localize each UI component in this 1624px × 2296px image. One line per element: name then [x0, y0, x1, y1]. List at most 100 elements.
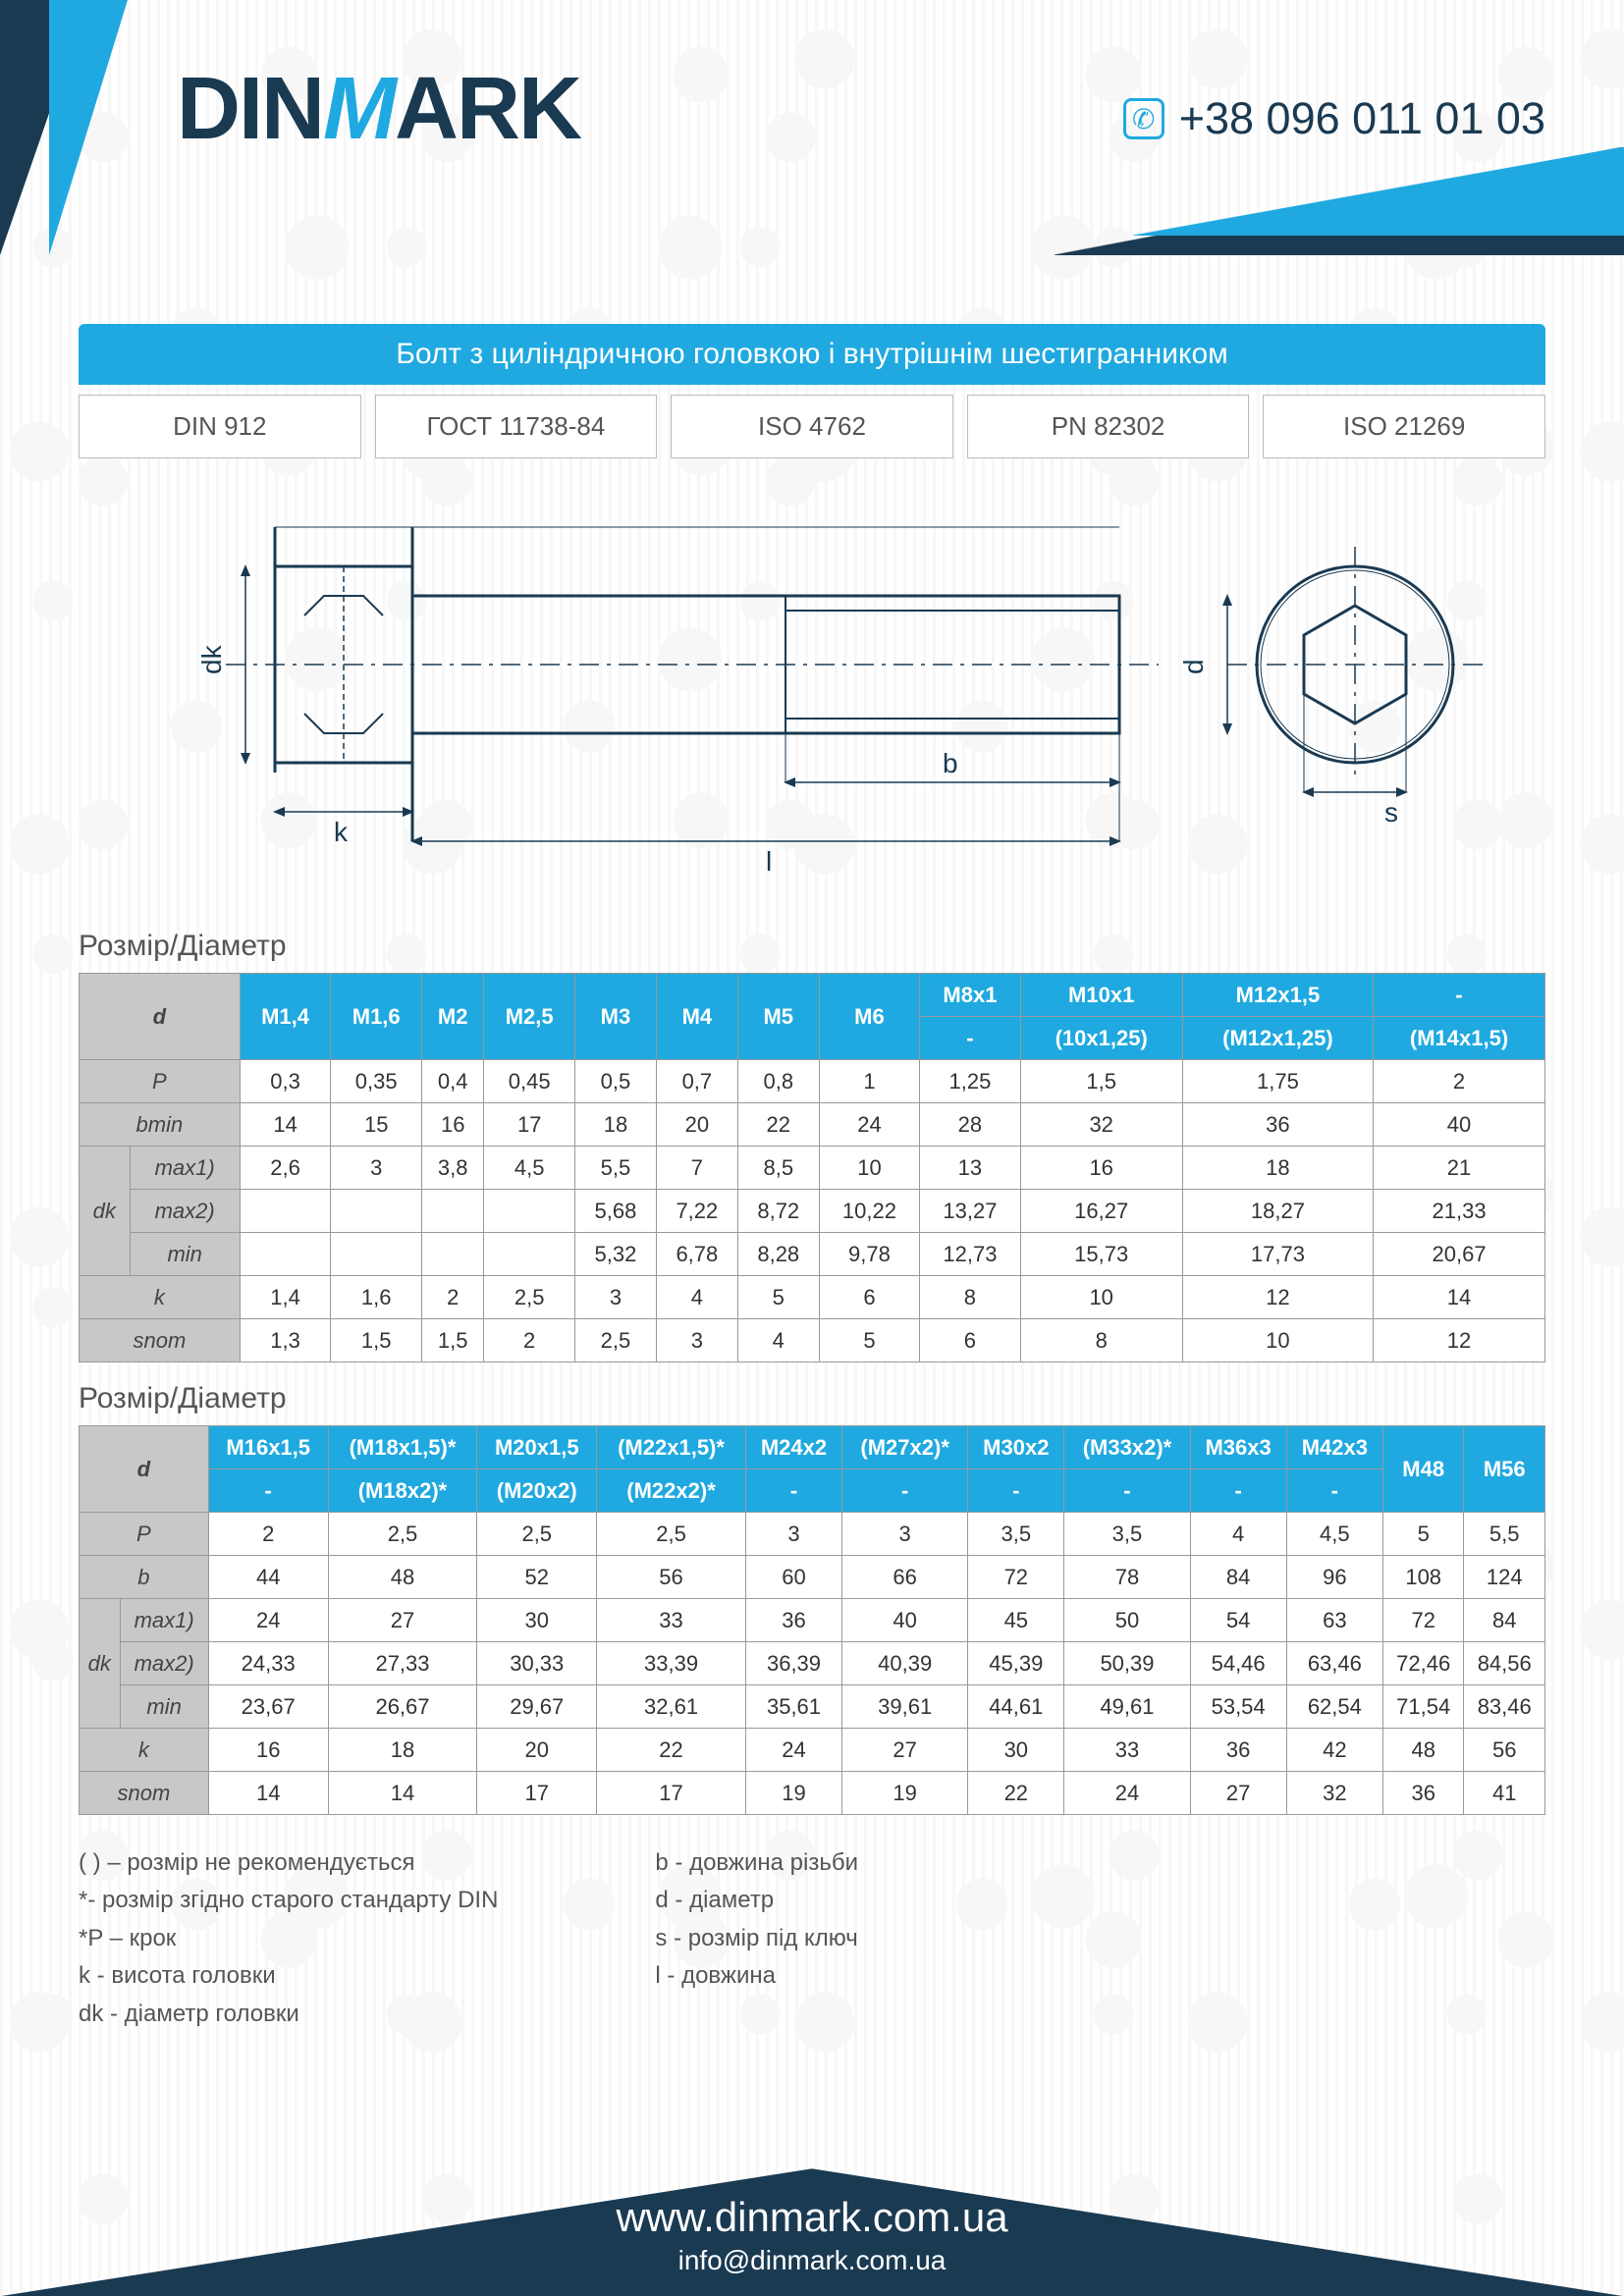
cell: 2 [422, 1276, 484, 1319]
phone-number: +38 096 011 01 03 [1179, 93, 1545, 144]
row-label: k [80, 1729, 209, 1772]
bolt-diagram-svg: dk k l b d s [79, 488, 1545, 900]
spec-table-2: dM16x1,5(M18x1,5)*M20x1,5(M22x1,5)*M24x2… [79, 1425, 1545, 1815]
cell: 72,46 [1382, 1642, 1463, 1685]
cell: 60 [745, 1556, 841, 1599]
cell: 13 [920, 1147, 1020, 1190]
cell: 48 [328, 1556, 477, 1599]
cell [240, 1190, 331, 1233]
cell: 1 [819, 1060, 919, 1103]
col-header: M56 [1464, 1426, 1545, 1513]
cell: 30 [968, 1729, 1064, 1772]
cell: 4 [737, 1319, 819, 1362]
cell: 0,3 [240, 1060, 331, 1103]
legend-line: *P – крок [79, 1920, 498, 1957]
cell: 56 [1464, 1729, 1545, 1772]
dim-l: l [766, 846, 772, 877]
cell: 3,8 [422, 1147, 484, 1190]
cell: 1,5 [422, 1319, 484, 1362]
cell: 42 [1286, 1729, 1382, 1772]
cell: 5 [1382, 1513, 1463, 1556]
cell: 2,5 [597, 1513, 746, 1556]
cell: 84,56 [1464, 1642, 1545, 1685]
cell: 6 [920, 1319, 1020, 1362]
legend-line: l - довжина [655, 1957, 858, 1995]
col-header: (M22x1,5)* [597, 1426, 746, 1469]
header: DINMARK ✆ +38 096 011 01 03 [0, 0, 1624, 255]
cell: 2,5 [575, 1319, 657, 1362]
cell: 36 [1382, 1772, 1463, 1815]
cell: 22 [737, 1103, 819, 1147]
col-header-sub: - [745, 1469, 841, 1513]
col-header-sub: (M14x1,5) [1374, 1017, 1545, 1060]
col-header: (M18x1,5)* [328, 1426, 477, 1469]
header-right-triangle-blue [1133, 147, 1624, 236]
cell: 1,6 [331, 1276, 422, 1319]
cell: 20 [477, 1729, 597, 1772]
col-header: M6 [819, 974, 919, 1060]
cell: 32,61 [597, 1685, 746, 1729]
row-label: P [80, 1513, 209, 1556]
cell: 19 [842, 1772, 968, 1815]
cell: 40,39 [842, 1642, 968, 1685]
cell: 14 [208, 1772, 328, 1815]
cell: 2 [1374, 1060, 1545, 1103]
cell: 1,4 [240, 1276, 331, 1319]
cell: 52 [477, 1556, 597, 1599]
cell: 44,61 [968, 1685, 1064, 1729]
cell: 45 [968, 1599, 1064, 1642]
row-label: k [80, 1276, 241, 1319]
cell: 32 [1286, 1772, 1382, 1815]
cell: 3,5 [1064, 1513, 1190, 1556]
col-header: M10x1 [1020, 974, 1182, 1017]
cell: 0,8 [737, 1060, 819, 1103]
cell: 16 [422, 1103, 484, 1147]
cell: 96 [1286, 1556, 1382, 1599]
standard-box: ISO 4762 [671, 395, 953, 458]
cell: 8,5 [737, 1147, 819, 1190]
cell: 50,39 [1064, 1642, 1190, 1685]
legend-line: dk - діаметр головки [79, 1996, 498, 2033]
cell: 5 [819, 1319, 919, 1362]
cell: 24 [745, 1729, 841, 1772]
cell [422, 1233, 484, 1276]
product-title: Болт з циліндричною головкою і внутрішні… [79, 324, 1545, 385]
cell: 1,5 [1020, 1060, 1182, 1103]
cell: 54,46 [1190, 1642, 1286, 1685]
cell: 28 [920, 1103, 1020, 1147]
cell [240, 1233, 331, 1276]
cell: 32 [1020, 1103, 1182, 1147]
cell: 36,39 [745, 1642, 841, 1685]
row-label: min [130, 1233, 240, 1276]
col-header: M5 [737, 974, 819, 1060]
cell: 22 [597, 1729, 746, 1772]
cell: 7 [656, 1147, 737, 1190]
cell: 50 [1064, 1599, 1190, 1642]
cell: 24 [208, 1599, 328, 1642]
col-header: M48 [1382, 1426, 1463, 1513]
cell: 0,4 [422, 1060, 484, 1103]
cell: 18 [328, 1729, 477, 1772]
cell: 18,27 [1182, 1190, 1373, 1233]
dim-s: s [1384, 797, 1398, 828]
cell: 33 [1064, 1729, 1190, 1772]
cell: 35,61 [745, 1685, 841, 1729]
cell: 66 [842, 1556, 968, 1599]
row-label: min [120, 1685, 208, 1729]
cell: 2 [484, 1319, 575, 1362]
cell: 27 [1190, 1772, 1286, 1815]
legend-line: ( ) – розмір не рекомендується [79, 1844, 498, 1882]
cell: 2,5 [477, 1513, 597, 1556]
col-header-sub: (10x1,25) [1020, 1017, 1182, 1060]
cell: 10,22 [819, 1190, 919, 1233]
logo-part3: ARK [395, 60, 580, 158]
cell: 16 [1020, 1147, 1182, 1190]
cell: 8,72 [737, 1190, 819, 1233]
cell: 0,35 [331, 1060, 422, 1103]
cell: 78 [1064, 1556, 1190, 1599]
cell: 2,6 [240, 1147, 331, 1190]
cell: 17 [484, 1103, 575, 1147]
dim-d: d [1178, 659, 1209, 674]
cell: 8,28 [737, 1233, 819, 1276]
cell: 72 [1382, 1599, 1463, 1642]
